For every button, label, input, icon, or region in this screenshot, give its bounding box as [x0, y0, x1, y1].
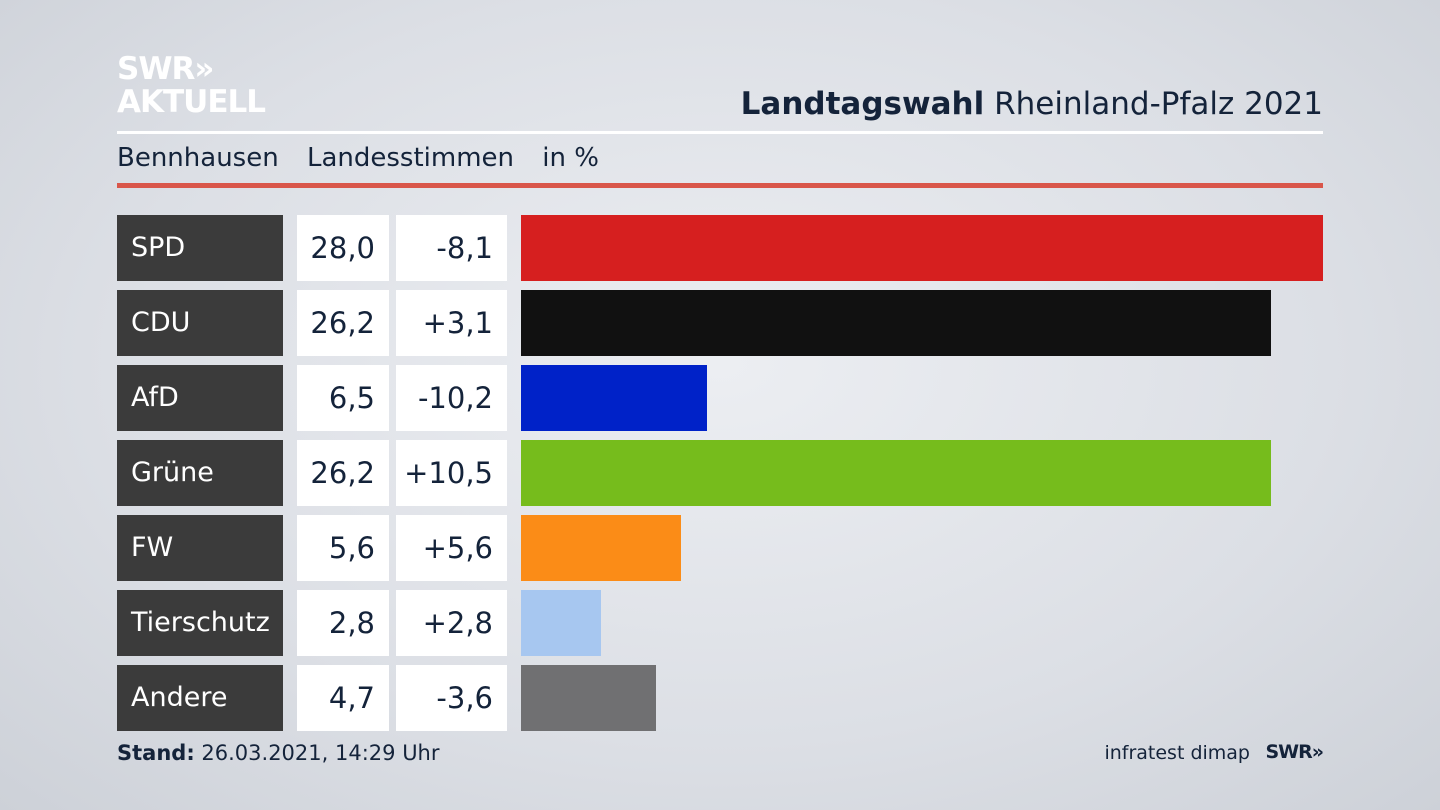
diff-label: -10,2 — [396, 365, 507, 431]
diff-label: +5,6 — [396, 515, 507, 581]
diff-label: -8,1 — [396, 215, 507, 281]
value-label: 5,6 — [297, 515, 389, 581]
title-rest: Rheinland-Pfalz 2021 — [994, 86, 1323, 122]
header-divider — [117, 131, 1323, 134]
bar — [521, 515, 681, 581]
chart-row: FW 5,6 +5,6 — [117, 515, 1323, 581]
diff-label: +2,8 — [396, 590, 507, 656]
title-bold: Landtagswahl — [740, 86, 985, 122]
vote-type-label: Landesstimmen — [306, 143, 515, 173]
value-label: 2,8 — [297, 590, 389, 656]
bar — [521, 590, 601, 656]
value-label: 4,7 — [297, 665, 389, 731]
logo-line-2: AKTUELL — [117, 84, 266, 120]
value-label: 26,2 — [297, 290, 389, 356]
party-label: Grüne — [117, 440, 283, 506]
party-label: AfD — [117, 365, 283, 431]
logo-line-1: SWR» — [117, 51, 214, 87]
swr-aktuell-logo: SWR» AKTUELL — [117, 51, 266, 120]
stand-value: 26.03.2021, 14:29 Uhr — [201, 741, 440, 765]
subheader-divider — [117, 183, 1323, 188]
value-label: 26,2 — [297, 440, 389, 506]
timestamp: Stand: 26.03.2021, 14:29 Uhr — [117, 741, 440, 765]
chart-row: Andere 4,7 -3,6 — [117, 665, 1323, 731]
bar — [521, 365, 707, 431]
diff-label: +10,5 — [396, 440, 507, 506]
party-label: SPD — [117, 215, 283, 281]
bar — [521, 665, 656, 731]
diff-label: -3,6 — [396, 665, 507, 731]
swr-brand-logo: SWR» — [1265, 741, 1324, 763]
party-label: FW — [117, 515, 283, 581]
bar — [521, 215, 1323, 281]
chart-row: Tierschutz 2,8 +2,8 — [117, 590, 1323, 656]
value-label: 28,0 — [297, 215, 389, 281]
chart-row: CDU 26,2 +3,1 — [117, 290, 1323, 356]
party-label: Tierschutz — [117, 590, 283, 656]
stand-label: Stand: — [117, 741, 195, 765]
source-label: infratest dimap — [1104, 742, 1250, 764]
chart-title: Landtagswahl Rheinland-Pfalz 2021 — [741, 86, 1323, 122]
bar — [521, 440, 1271, 506]
place-label: Bennhausen — [117, 143, 279, 173]
bar — [521, 290, 1271, 356]
party-label: Andere — [117, 665, 283, 731]
chart-row: Grüne 26,2 +10,5 — [117, 440, 1323, 506]
diff-label: +3,1 — [396, 290, 507, 356]
subheader: Bennhausen Landesstimmen in % — [117, 143, 619, 173]
chart-row: SPD 28,0 -8,1 — [117, 215, 1323, 281]
party-label: CDU — [117, 290, 283, 356]
chart-row: AfD 6,5 -10,2 — [117, 365, 1323, 431]
unit-label: in % — [542, 143, 599, 173]
value-label: 6,5 — [297, 365, 389, 431]
